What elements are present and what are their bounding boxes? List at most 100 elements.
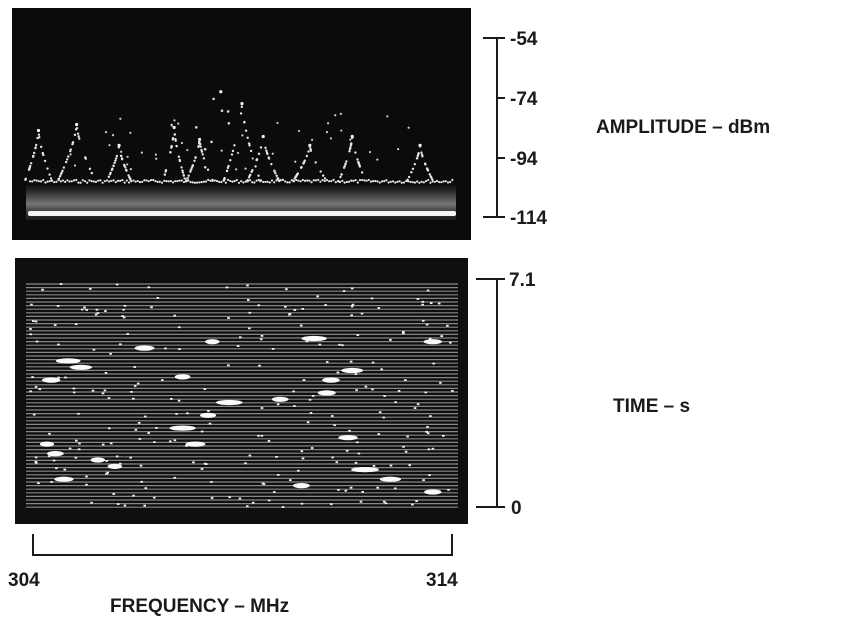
spectrum-hump-dot	[198, 141, 201, 144]
noise-floor-dot	[363, 179, 366, 182]
noise-floor-dot	[266, 180, 269, 183]
spectrum-hump-dot	[349, 144, 353, 147]
noise-speck	[136, 382, 140, 385]
spectrum-clutter-dot	[339, 112, 342, 115]
spectrum-clutter-dot	[155, 157, 158, 160]
noise-floor-dot	[61, 179, 65, 182]
spectrum-hump-dot	[31, 155, 35, 158]
noise-speck	[318, 343, 322, 346]
noise-speck	[173, 314, 177, 317]
noise-speck	[119, 343, 122, 346]
spectrum-clutter-dot	[276, 121, 279, 125]
noise-speck	[377, 307, 381, 309]
noise-speck	[308, 398, 312, 401]
spectrum-scatter-dot	[227, 121, 231, 125]
noise-speck	[389, 464, 393, 467]
noise-speck	[251, 501, 255, 504]
spectrum-hump-dot	[58, 175, 62, 178]
noise-speck	[324, 304, 327, 306]
noise-speck	[336, 371, 340, 374]
noise-speck	[64, 376, 67, 379]
spectrum-clutter-dot	[177, 122, 180, 125]
noise-floor-dot	[334, 181, 337, 184]
noise-speck	[402, 445, 405, 448]
noise-floor-dot	[299, 180, 302, 183]
noise-floor-dot	[297, 179, 300, 182]
freq-tick-label: 304	[8, 570, 40, 591]
noise-speck	[428, 337, 432, 340]
noise-floor-dot	[396, 180, 399, 183]
noise-floor-dot	[66, 179, 69, 182]
noise-floor-dot	[444, 180, 447, 183]
spectrum-hump-dot	[267, 157, 271, 160]
noise-speck	[200, 468, 204, 470]
noise-speck	[138, 438, 142, 440]
spectrum-clutter-dot	[368, 150, 372, 154]
noise-floor-dot	[295, 178, 298, 182]
signal-burst	[351, 467, 379, 473]
noise-speck	[429, 302, 433, 304]
noise-floor-dot	[319, 180, 322, 183]
noise-floor-dot	[262, 180, 265, 184]
noise-floor-dot	[35, 179, 38, 182]
signal-burst	[301, 335, 327, 342]
noise-speck	[132, 397, 135, 400]
spectrum-hump-dot	[34, 146, 37, 149]
noise-speck	[338, 343, 341, 346]
amp-tick-label: -114	[510, 208, 547, 229]
spectrum-hump-dot	[411, 167, 415, 171]
noise-speck	[83, 306, 86, 309]
time-tick-label: 0	[511, 498, 522, 519]
spectrum-hump-dot	[191, 164, 194, 167]
noise-speck	[372, 465, 376, 467]
noise-speck	[115, 283, 119, 286]
noise-floor-dot	[169, 180, 172, 183]
spectrum-scatter-dot	[189, 168, 193, 171]
spectrum-hump-dot	[360, 171, 364, 174]
spectrum-clutter-dot	[236, 151, 240, 155]
spectrum-clutter-dot	[129, 131, 132, 134]
signal-burst	[169, 425, 196, 431]
noise-speck	[275, 456, 278, 458]
noise-floor-dot	[180, 179, 183, 182]
spectrum-hump-dot	[420, 151, 423, 154]
noise-speck	[123, 504, 127, 507]
noise-speck	[354, 373, 358, 375]
noise-floor-dot	[325, 179, 329, 182]
spectrum-hump-dot	[278, 179, 281, 183]
spectrum-hump-dot	[231, 149, 235, 153]
spectrum-hump-dot	[226, 166, 230, 170]
spectrum-hump-dot	[254, 165, 257, 168]
noise-floor-dot	[440, 181, 443, 184]
noise-speck	[34, 456, 38, 459]
noise-speck	[169, 440, 172, 443]
noise-speck	[143, 415, 147, 418]
spectrum-clutter-dot	[326, 122, 330, 125]
noise-floor-dot	[83, 180, 87, 183]
noise-speck	[85, 475, 88, 478]
spectrum-hump-dot	[246, 178, 249, 182]
noise-floor-dot	[163, 179, 166, 182]
spectrum-hump-dot	[206, 168, 210, 171]
noise-floor-dot	[218, 180, 221, 183]
spectrum-hump-dot	[309, 147, 312, 150]
noise-speck	[105, 472, 108, 475]
noise-floor-dot	[332, 178, 335, 181]
spectrum-hump-dot	[250, 170, 253, 174]
time-axis: 7.1 0	[476, 270, 536, 519]
noise-floor-dot	[321, 178, 324, 182]
noise-speck	[301, 308, 305, 310]
noise-floor-dot	[389, 180, 392, 183]
noise-floor-dot	[68, 180, 71, 183]
spectrum-hump-dot	[177, 155, 181, 158]
noise-floor-dot	[394, 181, 397, 184]
spectrum-hump-dot	[201, 153, 204, 156]
noise-speck	[335, 461, 339, 464]
noise-speck	[356, 334, 360, 336]
amp-tick-label: -54	[510, 29, 538, 50]
noise-speck	[378, 411, 382, 414]
spectrum-clutter-dot	[126, 163, 129, 166]
spectrum-hump-dot	[174, 139, 177, 142]
noise-floor-dot	[268, 181, 271, 184]
noise-speck	[451, 390, 454, 392]
